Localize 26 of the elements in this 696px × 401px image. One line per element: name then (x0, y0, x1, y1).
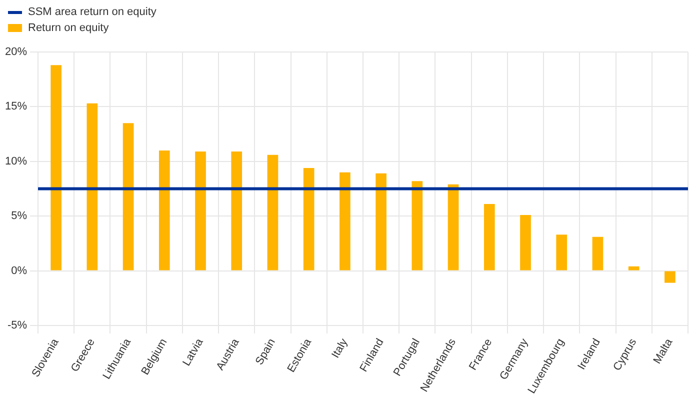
y-tick-label: -5% (7, 319, 28, 332)
legend-label: SSM area return on equity (28, 6, 156, 18)
bar (664, 271, 676, 283)
bar (484, 204, 495, 270)
bar (412, 181, 423, 270)
bar (231, 152, 242, 270)
bar (122, 123, 134, 270)
legend-label: Return on equity (28, 22, 109, 34)
bar (556, 234, 568, 270)
y-tick-label: 5% (11, 210, 28, 222)
y-tick-label: 10% (4, 155, 28, 168)
bar (158, 150, 170, 270)
bar (520, 214, 531, 270)
y-tick-label: 0% (11, 264, 28, 277)
bar (303, 168, 314, 270)
y-tick-label: 20% (4, 46, 28, 58)
bar (376, 173, 386, 270)
bar (195, 152, 206, 270)
bar (86, 103, 98, 270)
bar (448, 184, 459, 270)
y-tick-label: 15% (4, 100, 28, 113)
bar (340, 172, 350, 270)
bar (50, 65, 62, 270)
bar (628, 266, 640, 270)
bar (267, 154, 278, 270)
bar (592, 236, 604, 270)
